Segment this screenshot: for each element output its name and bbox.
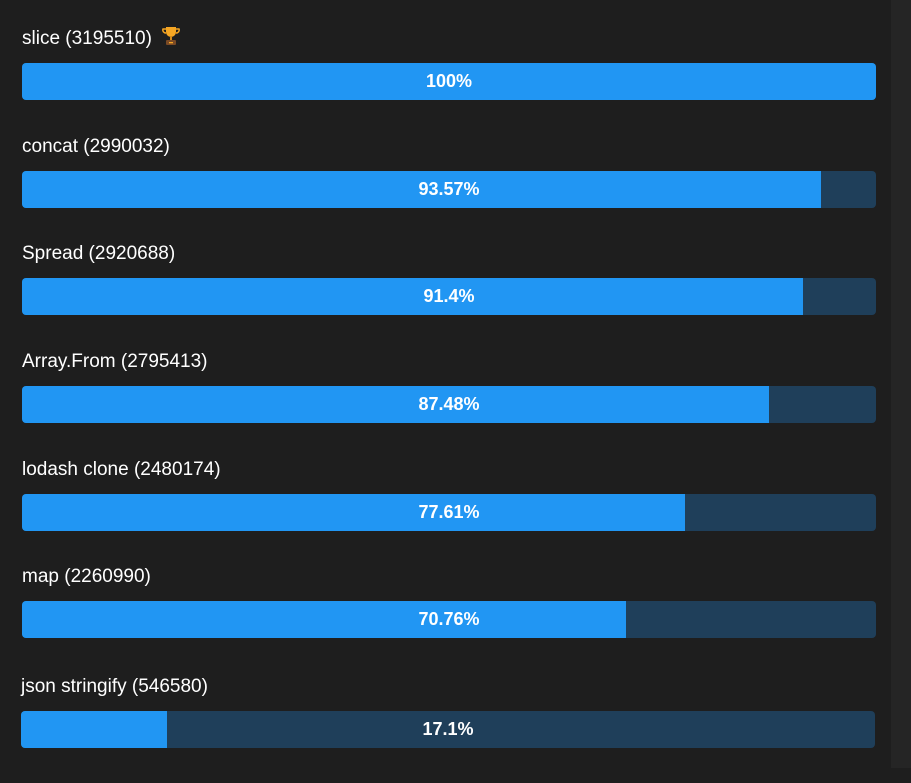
progress-bar: 100% xyxy=(22,63,876,100)
result-row: Array.From (2795413) 87.48% xyxy=(22,350,876,458)
progress-bar: 91.4% xyxy=(22,278,876,316)
result-row: map (2260990) 70.76% xyxy=(22,565,876,673)
result-row: concat (2990032) 93.57% xyxy=(22,135,876,243)
percent-label: 91.4% xyxy=(423,286,475,307)
scrollbar-track[interactable] xyxy=(891,0,911,768)
result-label: Array.From (2795413) xyxy=(22,351,208,373)
progress-bar: 87.48% xyxy=(22,386,876,424)
progress-fill xyxy=(22,386,770,424)
progress-bar: 93.57% xyxy=(22,170,876,208)
progress-bar: 17.1% xyxy=(21,711,875,749)
result-label: map (2260990) xyxy=(22,566,151,588)
percent-label: 17.1% xyxy=(422,719,474,740)
progress-fill xyxy=(21,711,168,749)
progress-fill xyxy=(22,63,876,100)
percent-label: 70.76% xyxy=(418,609,480,630)
result-row: slice (3195510) 100% xyxy=(22,26,876,135)
progress-fill xyxy=(22,493,685,531)
result-row: lodash clone (2480174) 77.61% xyxy=(22,458,876,566)
percent-label: 87.48% xyxy=(418,394,480,415)
result-row: json stringify (546580) 17.1% xyxy=(21,675,875,783)
progress-bar: 77.61% xyxy=(22,493,876,531)
result-label: slice (3195510) xyxy=(22,28,152,49)
progress-fill xyxy=(22,278,803,316)
trophy-icon xyxy=(162,26,180,53)
result-label: Spread (2920688) xyxy=(22,243,176,265)
result-label: lodash clone (2480174) xyxy=(22,458,221,480)
result-label: json stringify (546580) xyxy=(21,676,208,698)
benchmark-results-list: slice (3195510) 100% concat (2990032) 93… xyxy=(21,26,876,783)
progress-fill xyxy=(22,601,627,639)
percent-label: 93.57% xyxy=(418,178,480,199)
result-row: Spread (2920688) 91.4% xyxy=(22,242,876,350)
percent-label: 100% xyxy=(425,71,473,91)
progress-fill xyxy=(22,170,822,208)
percent-label: 77.61% xyxy=(418,501,480,522)
result-label: concat (2990032) xyxy=(22,135,170,157)
progress-bar: 70.76% xyxy=(22,601,876,639)
